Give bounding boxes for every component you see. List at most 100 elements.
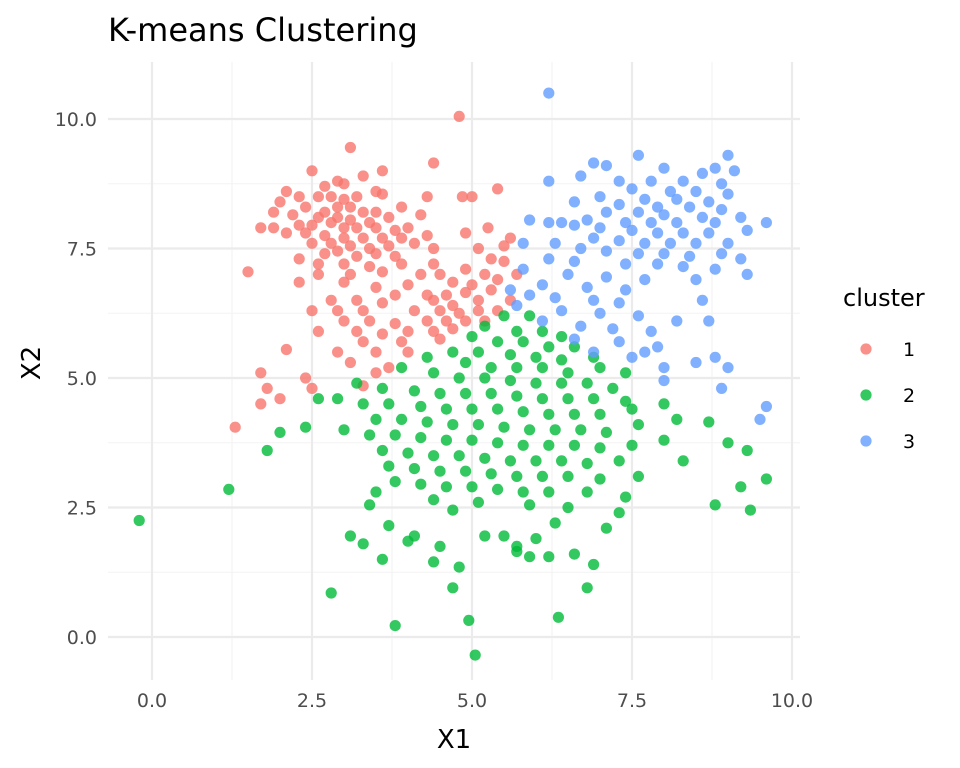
cluster-3-point — [735, 211, 747, 223]
cluster-3-point — [716, 382, 728, 394]
cluster-1-point — [287, 209, 299, 221]
cluster-3-point — [703, 227, 715, 239]
cluster-3-point — [556, 217, 568, 229]
cluster-3-point — [754, 413, 766, 425]
cluster-2-point — [453, 561, 465, 573]
cluster-2-point — [517, 406, 529, 418]
cluster-2-point — [760, 473, 773, 485]
cluster-3-point — [709, 217, 721, 229]
cluster-3-point — [620, 217, 632, 229]
cluster-2-point — [543, 551, 555, 563]
cluster-1-point — [370, 281, 382, 293]
cluster-1-point — [447, 323, 459, 335]
cluster-2-point — [556, 377, 568, 389]
cluster-1-point — [492, 274, 504, 286]
cluster-2-point — [300, 421, 312, 433]
cluster-2-point — [428, 556, 440, 568]
cluster-3-point — [639, 237, 651, 249]
cluster-3-point — [709, 162, 721, 174]
cluster-2-point — [517, 439, 529, 451]
cluster-2-point — [581, 582, 593, 594]
cluster-2-point — [511, 470, 523, 482]
cluster-2-point — [415, 400, 427, 413]
cluster-1-point — [370, 346, 382, 358]
plot-grid — [108, 62, 800, 680]
cluster-2-point — [511, 545, 523, 558]
cluster-2-point — [600, 522, 613, 534]
cluster-3-point — [581, 281, 593, 293]
cluster-3-point — [684, 250, 696, 262]
cluster-1-point — [415, 209, 427, 221]
cluster-2-point — [434, 540, 446, 553]
cluster-3-point — [632, 310, 645, 322]
cluster-1-point — [325, 237, 337, 249]
cluster-3-point — [524, 214, 536, 226]
cluster-3-point — [594, 307, 606, 319]
cluster-1-point — [376, 266, 388, 278]
cluster-2-point — [472, 346, 484, 358]
cluster-3-point — [677, 261, 689, 273]
cluster-2-point — [463, 614, 475, 627]
cluster-1-point — [312, 191, 324, 203]
cluster-1-point — [255, 398, 267, 410]
cluster-1-point — [229, 421, 241, 433]
cluster-3-point — [696, 167, 709, 179]
cluster-2-point — [460, 356, 472, 369]
cluster-3-point — [671, 217, 683, 229]
cluster-2-point — [428, 494, 440, 506]
cluster-3-point — [760, 400, 773, 413]
cluster-2-point — [658, 434, 670, 446]
cluster-2-point — [524, 310, 536, 322]
cluster-1-point — [370, 248, 382, 260]
cluster-1-point — [428, 325, 440, 337]
cluster-3-point — [652, 258, 664, 270]
cluster-1-point — [482, 222, 494, 234]
cluster-1-point — [364, 315, 376, 327]
cluster-1-point — [376, 297, 388, 309]
cluster-3-point — [645, 217, 657, 229]
cluster-1-point — [312, 258, 324, 270]
cluster-2-point — [453, 372, 465, 384]
cluster-2-point — [364, 499, 376, 511]
cluster-1-point — [332, 305, 344, 317]
cluster-3-point — [658, 375, 670, 387]
cluster-2-point — [357, 398, 369, 410]
cluster-3-point — [632, 248, 645, 260]
y-tick-label: 2.5 — [67, 498, 97, 520]
cluster-2-point — [447, 504, 459, 516]
cluster-2-point — [552, 611, 565, 623]
cluster-1-point — [351, 250, 363, 262]
cluster-1-point — [370, 222, 382, 234]
cluster-2-point — [434, 387, 446, 400]
cluster-3-point — [658, 162, 670, 174]
y-tick-label: 7.5 — [67, 239, 97, 261]
legend-key-3 — [860, 435, 872, 447]
cluster-2-point — [447, 419, 459, 431]
cluster-3-point — [722, 237, 734, 249]
legend-label-1: 1 — [903, 339, 915, 361]
cluster-3-point — [760, 217, 773, 229]
cluster-2-point — [556, 331, 568, 343]
cluster-1-point — [344, 356, 356, 369]
cluster-3-point — [658, 248, 670, 260]
cluster-2-point — [722, 437, 734, 449]
cluster-2-point — [485, 387, 497, 400]
cluster-1-point — [357, 170, 369, 182]
x-axis-title: X1 — [437, 725, 471, 755]
cluster-3-point — [658, 209, 670, 221]
cluster-1-point — [319, 180, 331, 192]
cluster-3-point — [504, 284, 516, 296]
cluster-1-point — [485, 253, 497, 265]
cluster-2-point — [594, 362, 606, 374]
cluster-3-point — [594, 191, 606, 203]
cluster-1-point — [306, 165, 318, 177]
cluster-1-point — [466, 279, 478, 291]
cluster-2-point — [562, 470, 574, 482]
cluster-1-point — [319, 230, 331, 242]
cluster-3-point — [696, 211, 709, 223]
cluster-2-point — [530, 455, 542, 467]
cluster-1-point — [338, 258, 350, 270]
cluster-2-point — [466, 331, 478, 343]
cluster-2-point — [504, 375, 516, 387]
